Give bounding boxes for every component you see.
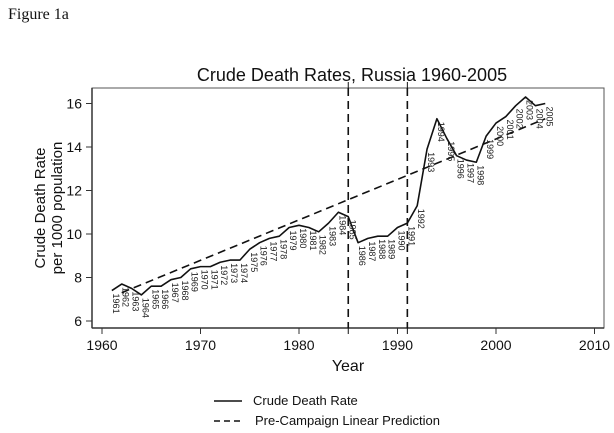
point-label: 1982 bbox=[318, 235, 328, 255]
y-axis-label-line-2: per 1000 population bbox=[49, 142, 66, 275]
point-label: 1999 bbox=[485, 139, 495, 159]
point-label: 1991 bbox=[406, 226, 416, 246]
legend-label-linear-prediction: Pre-Campaign Linear Prediction bbox=[255, 413, 440, 428]
point-label: 1998 bbox=[475, 165, 485, 185]
y-tick-label: 14 bbox=[66, 139, 82, 155]
chart-title: Crude Death Rates, Russia 1960-2005 bbox=[197, 65, 507, 85]
point-label: 1994 bbox=[436, 122, 446, 142]
point-label: 1981 bbox=[308, 230, 318, 250]
x-tick-label: 1980 bbox=[283, 337, 314, 353]
figure-label: Figure 1a bbox=[8, 6, 69, 23]
legend: Crude Death Rate Pre-Campaign Linear Pre… bbox=[214, 393, 440, 428]
point-label: 2004 bbox=[534, 109, 544, 129]
y-tick-label: 16 bbox=[66, 96, 82, 112]
point-label: 1979 bbox=[288, 230, 298, 250]
point-label: 2001 bbox=[505, 120, 515, 140]
point-label: 1969 bbox=[190, 272, 200, 292]
point-label: 1985 bbox=[347, 220, 357, 240]
point-label: 1990 bbox=[397, 230, 407, 250]
point-label: 1963 bbox=[131, 291, 141, 311]
point-label: 1962 bbox=[121, 287, 131, 307]
point-label: 2000 bbox=[495, 126, 505, 146]
series-line-linear-prediction bbox=[121, 117, 546, 294]
point-label: 1967 bbox=[170, 283, 180, 303]
point-label: 1996 bbox=[456, 159, 466, 179]
legend-label-crude-death-rate: Crude Death Rate bbox=[253, 393, 358, 408]
point-label: 2005 bbox=[544, 107, 554, 127]
point-label: 1966 bbox=[160, 289, 170, 309]
y-tick-label: 10 bbox=[66, 226, 82, 242]
point-label: 1993 bbox=[426, 152, 436, 172]
x-tick-label: 1960 bbox=[86, 337, 117, 353]
point-label: 1964 bbox=[140, 298, 150, 318]
y-axis-label-line-1: Crude Death Rate bbox=[32, 148, 49, 269]
y-tick-label: 8 bbox=[74, 270, 82, 286]
point-label: 1976 bbox=[259, 246, 269, 266]
point-label: 1965 bbox=[150, 289, 160, 309]
point-label: 1977 bbox=[268, 241, 278, 261]
point-label: 1968 bbox=[180, 281, 190, 301]
x-tick-label: 1970 bbox=[185, 337, 216, 353]
x-axis-label: Year bbox=[332, 358, 365, 375]
series-line-crude-death-rate bbox=[111, 96, 546, 296]
point-label: 1980 bbox=[298, 228, 308, 248]
point-label: 2002 bbox=[515, 109, 525, 129]
point-label: 1973 bbox=[229, 263, 239, 283]
x-tick-label: 2010 bbox=[579, 337, 610, 353]
point-label: 1970 bbox=[200, 270, 210, 290]
point-label: 1984 bbox=[337, 215, 347, 235]
point-label: 1961 bbox=[111, 294, 121, 314]
point-label: 1975 bbox=[249, 252, 259, 272]
point-label: 1971 bbox=[209, 270, 219, 290]
point-label: 1997 bbox=[465, 163, 475, 183]
point-label: 1978 bbox=[278, 239, 288, 259]
point-label: 1989 bbox=[387, 239, 397, 259]
point-label: 1983 bbox=[328, 226, 338, 246]
point-label: 2003 bbox=[525, 100, 535, 120]
y-tick-label: 6 bbox=[74, 313, 82, 329]
point-label: 1992 bbox=[416, 209, 426, 229]
point-label: 1974 bbox=[239, 263, 249, 283]
point-label: 1986 bbox=[357, 246, 367, 266]
y-tick-label: 12 bbox=[66, 183, 82, 199]
point-label: 1995 bbox=[446, 141, 456, 161]
point-label: 1988 bbox=[377, 239, 387, 259]
x-tick-label: 2000 bbox=[480, 337, 511, 353]
x-tick-label: 1990 bbox=[382, 337, 413, 353]
point-label: 1987 bbox=[367, 241, 377, 261]
point-label: 1972 bbox=[219, 265, 229, 285]
